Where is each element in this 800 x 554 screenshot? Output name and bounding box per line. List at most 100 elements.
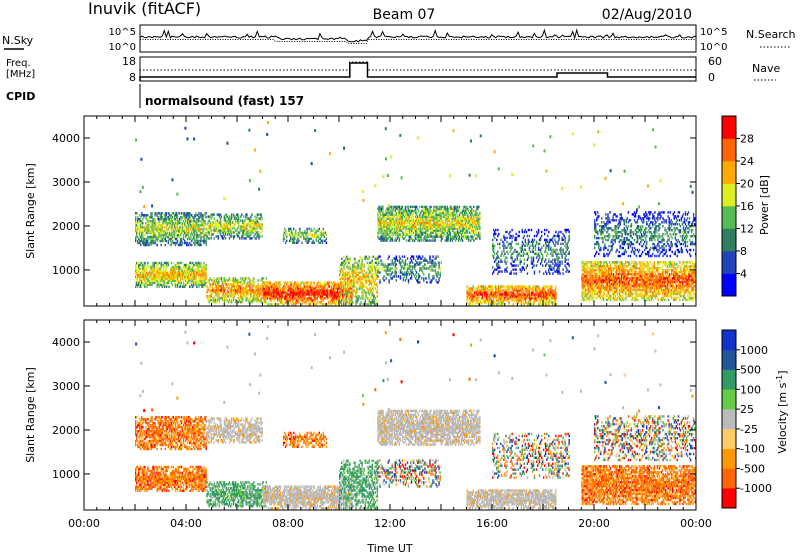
power-cell: [398, 261, 401, 264]
power-cell: [149, 220, 151, 223]
power-cell: [438, 215, 440, 218]
power-cell: [442, 219, 444, 222]
cpid-label: CPID: [6, 90, 35, 103]
power-cell: [394, 207, 396, 211]
power-cell: [216, 287, 218, 290]
power-cell: [428, 219, 430, 222]
power-cell: [447, 215, 449, 218]
power-cell: [179, 273, 182, 277]
power-cell: [365, 255, 367, 258]
power-cell: [405, 209, 408, 213]
power-cell: [142, 265, 144, 269]
power-cell: [398, 217, 401, 220]
power-cell: [196, 271, 198, 275]
power-cell: [339, 285, 341, 288]
power-cell: [203, 226, 205, 229]
power-cell: [407, 233, 410, 236]
power-cell: [348, 261, 350, 264]
power-cell: [378, 211, 380, 215]
power-cell: [405, 271, 408, 274]
power-cell: [149, 275, 151, 279]
power-cell: [455, 223, 458, 226]
power-cell: [393, 225, 395, 228]
power-cell: [166, 222, 168, 225]
power-cell: [393, 215, 395, 218]
power-cell: [167, 285, 169, 288]
power-cell: [166, 233, 168, 237]
power-cell: [318, 237, 320, 240]
power-cell: [151, 227, 153, 231]
power-cell: [142, 275, 144, 279]
power-cell: [169, 239, 172, 243]
power-cell: [296, 289, 298, 292]
power-cell: [254, 289, 256, 292]
power-cell: [414, 205, 416, 209]
power-cell: [157, 283, 159, 286]
power-cell: [468, 235, 470, 238]
power-cell: [409, 261, 412, 264]
power-cell: [138, 227, 140, 231]
power-cell: [474, 231, 476, 234]
power-cell: [184, 216, 186, 219]
power-cell: [166, 277, 168, 280]
power-cell: [231, 221, 234, 224]
power-cell: [472, 227, 474, 230]
power-cell: [328, 285, 331, 288]
power-cell: [369, 267, 371, 270]
power-cell: [276, 299, 279, 302]
power-cell: [344, 287, 346, 290]
power-cell: [151, 279, 153, 282]
power-cell: [200, 273, 202, 277]
power-cell: [230, 231, 233, 234]
power-cell: [203, 279, 205, 282]
power-cell: [398, 209, 401, 213]
power-cell: [180, 212, 183, 215]
power-cell: [461, 225, 464, 228]
power-cell: [219, 219, 222, 222]
power-cell: [344, 291, 346, 294]
power-cell: [146, 214, 148, 217]
power-cell: [451, 211, 454, 215]
power-cell: [289, 287, 291, 290]
power-cell: [446, 239, 448, 242]
power-cell: [317, 229, 319, 233]
freq-label-line2: [MHz]: [6, 69, 35, 80]
power-cell: [251, 295, 253, 298]
power-cell: [137, 261, 139, 265]
power-cell: [263, 281, 265, 284]
power-cell: [274, 289, 277, 292]
power-cell: [141, 273, 143, 277]
power-cell: [364, 299, 366, 302]
power-cell: [277, 287, 280, 290]
power-cell: [169, 279, 172, 282]
power-cell: [213, 297, 215, 300]
power-cell: [292, 237, 294, 240]
power-cell: [422, 205, 424, 209]
power-cell: [387, 267, 389, 270]
power-cell: [248, 300, 250, 304]
power-cell: [189, 226, 191, 229]
power-cell: [422, 227, 424, 230]
power-cell: [318, 285, 320, 288]
power-cell: [306, 287, 308, 290]
power-cell: [399, 217, 402, 220]
power-cell: [161, 233, 163, 237]
power-cell: [357, 281, 359, 284]
power-cell: [258, 217, 260, 220]
power-cell: [390, 213, 392, 216]
power-cell: [242, 225, 244, 228]
power-cell: [164, 222, 166, 225]
power-cell: [206, 229, 208, 232]
power-cell: [424, 207, 426, 211]
power-cell: [320, 299, 322, 302]
power-cell: [232, 219, 235, 222]
power-cell: [145, 275, 147, 279]
power-cell: [205, 216, 207, 219]
power-cell: [243, 287, 245, 290]
power-cell: [296, 285, 298, 288]
power-cell: [467, 217, 469, 220]
power-cell: [194, 231, 196, 235]
power-cell: [172, 265, 175, 269]
power-cell: [382, 277, 384, 280]
power-cell: [172, 241, 175, 245]
